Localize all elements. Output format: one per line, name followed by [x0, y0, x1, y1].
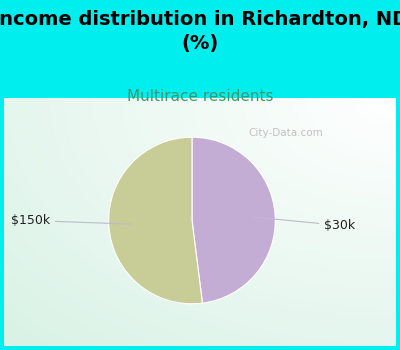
Text: $150k: $150k: [11, 214, 130, 227]
Text: $30k: $30k: [254, 217, 356, 232]
Wedge shape: [192, 137, 275, 303]
Wedge shape: [109, 137, 202, 304]
Text: Multirace residents: Multirace residents: [127, 89, 273, 104]
Text: Income distribution in Richardton, ND
(%): Income distribution in Richardton, ND (%…: [0, 10, 400, 53]
Text: City-Data.com: City-Data.com: [249, 128, 324, 138]
